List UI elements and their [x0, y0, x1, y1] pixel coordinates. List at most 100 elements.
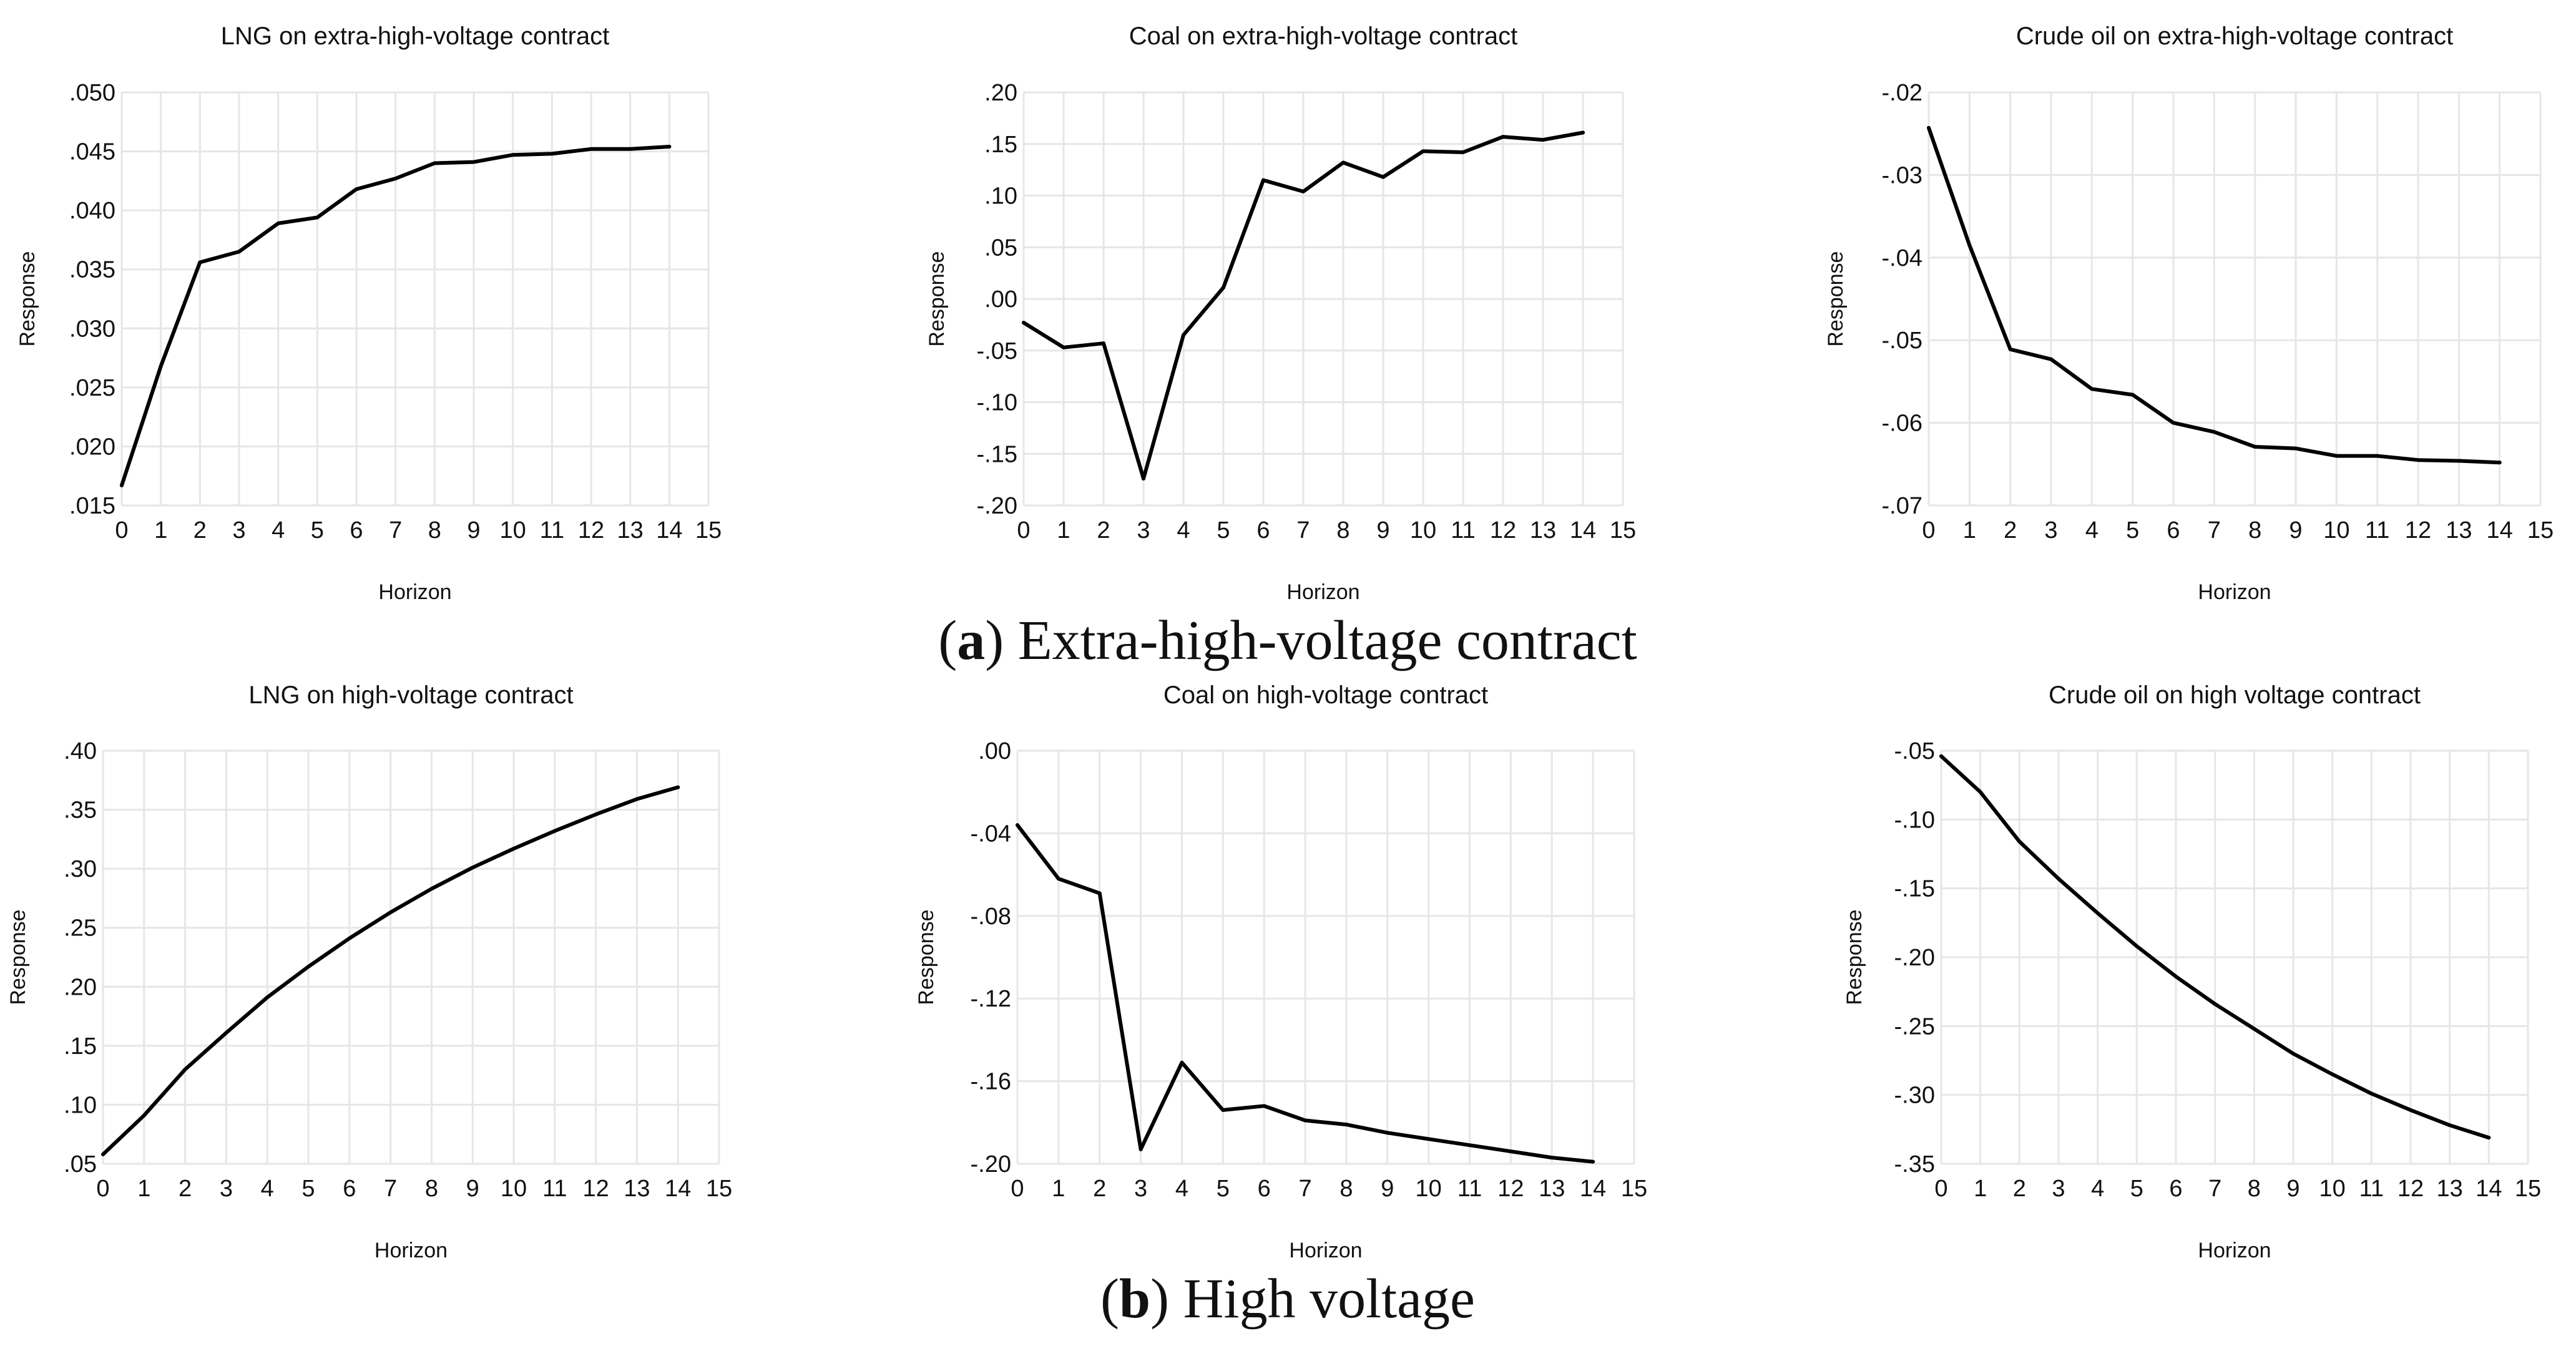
y-tick-label: -.03 — [1882, 162, 1922, 188]
y-tick-label: -.15 — [977, 441, 1017, 467]
y-tick-label: -.04 — [1882, 245, 1922, 271]
x-tick-label: 5 — [301, 1176, 315, 1202]
x-tick-label: 4 — [272, 517, 285, 544]
x-tick-label: 10 — [2323, 517, 2349, 544]
x-tick-label: 6 — [2169, 1176, 2182, 1202]
data-point — [1056, 877, 1060, 881]
data-point — [2375, 454, 2379, 458]
x-tick-label: 0 — [115, 517, 128, 544]
data-point — [1022, 321, 1026, 325]
x-tick-label: 11 — [542, 1176, 567, 1202]
data-point — [2291, 1051, 2295, 1056]
data-point — [550, 152, 554, 156]
data-point — [1139, 1147, 1143, 1151]
y-tick-label: -.04 — [971, 821, 1011, 847]
x-tick-label: 7 — [2208, 1176, 2221, 1202]
x-tick-label: 13 — [624, 1176, 650, 1202]
x-tick-label: 3 — [1137, 517, 1150, 544]
data-point — [1927, 125, 1931, 130]
x-tick-label: 0 — [1922, 517, 1935, 544]
x-axis-label: Horizon — [378, 580, 451, 604]
x-tick-label: 8 — [1339, 1176, 1353, 1202]
x-tick-label: 2 — [1097, 517, 1110, 544]
data-point — [1261, 178, 1265, 182]
y-tick-label: .045 — [69, 139, 115, 165]
data-point — [2049, 357, 2053, 361]
data-point — [1180, 1060, 1184, 1065]
chart-1: 0 1 2 3 4 5 6 7 8 9 10 11 12 13 14 15.050.045.040.035.0… — [16, 22, 722, 604]
data-point — [2135, 944, 2139, 949]
x-tick-label: 6 — [1258, 1176, 1271, 1202]
data-point — [1967, 243, 1972, 247]
y-tick-label: .35 — [64, 797, 97, 824]
y-tick-label: -.06 — [1882, 411, 1922, 437]
data-point — [1978, 790, 1982, 794]
data-point — [1381, 175, 1385, 179]
x-tick-label: 3 — [220, 1176, 233, 1202]
y-tick-label: -.20 — [977, 493, 1017, 519]
y-tick-label: .035 — [69, 257, 115, 283]
x-axis-label: Horizon — [2198, 580, 2271, 604]
x-tick-label: 4 — [261, 1176, 274, 1202]
data-point — [1385, 1131, 1389, 1135]
chart-title: LNG on high-voltage contract — [248, 681, 573, 709]
x-tick-label: 12 — [2397, 1176, 2424, 1202]
y-tick-label: .40 — [64, 738, 97, 764]
data-point — [635, 797, 639, 801]
y-tick-label: -.35 — [1894, 1151, 1935, 1178]
chart-title: LNG on extra-high-voltage contract — [221, 22, 610, 50]
y-tick-label: .025 — [69, 375, 115, 401]
x-tick-label: 5 — [1217, 517, 1230, 544]
x-tick-label: 1 — [1052, 1176, 1065, 1202]
x-tick-label: 1 — [1057, 517, 1070, 544]
data-point — [2017, 839, 2022, 844]
x-tick-label: 14 — [665, 1176, 691, 1202]
data-point — [1344, 1123, 1348, 1127]
x-tick-label: 3 — [232, 517, 245, 544]
data-point — [1303, 1118, 1308, 1123]
x-tick-label: 3 — [2044, 517, 2057, 544]
chart-title: Crude oil on high voltage contract — [2049, 681, 2421, 709]
x-tick-label: 12 — [1490, 517, 1516, 544]
data-point — [2334, 454, 2339, 458]
x-tick-label: 10 — [501, 1176, 527, 1202]
data-point — [1501, 135, 1505, 139]
data-point — [2416, 458, 2420, 462]
data-point — [2409, 1108, 2412, 1112]
data-point — [2369, 1091, 2374, 1096]
data-point — [1102, 341, 1105, 346]
x-tick-label: 2 — [179, 1176, 192, 1202]
x-tick-label: 6 — [350, 517, 363, 544]
x-tick-label: 12 — [1497, 1176, 1524, 1202]
data-point — [355, 187, 358, 192]
y-tick-label: .20 — [64, 974, 97, 1000]
data-point — [142, 1113, 146, 1118]
x-tick-label: 9 — [2286, 1176, 2299, 1202]
y-tick-label: .020 — [69, 434, 115, 460]
data-point — [1461, 150, 1465, 154]
data-point — [512, 846, 516, 851]
x-tick-label: 8 — [428, 517, 441, 544]
x-tick-label: 5 — [2126, 517, 2139, 544]
data-point — [1341, 160, 1345, 165]
chart-4: 0 1 2 3 4 5 6 7 8 9 10 11 12 13 14 15.40.35.30.25.20.15… — [6, 681, 732, 1262]
x-tick-label: 4 — [2091, 1176, 2104, 1202]
data-point — [1541, 138, 1545, 142]
data-point — [1222, 285, 1225, 290]
data-point — [2213, 1002, 2217, 1007]
data-point — [237, 250, 241, 254]
data-point — [511, 153, 515, 157]
data-point — [2172, 421, 2175, 425]
y-tick-label: -.12 — [971, 986, 1011, 1012]
x-tick-label: 2 — [193, 517, 207, 544]
y-tick-label: -.05 — [1882, 328, 1922, 354]
y-tick-label: -.30 — [1894, 1083, 1935, 1109]
data-point — [2294, 446, 2298, 451]
data-point — [1581, 130, 1585, 135]
data-point — [2057, 877, 2060, 881]
x-tick-label: 13 — [1539, 1176, 1565, 1202]
x-tick-label: 15 — [1621, 1176, 1647, 1202]
data-point — [472, 160, 476, 164]
y-tick-label: -.20 — [971, 1151, 1011, 1178]
data-point — [315, 215, 320, 220]
